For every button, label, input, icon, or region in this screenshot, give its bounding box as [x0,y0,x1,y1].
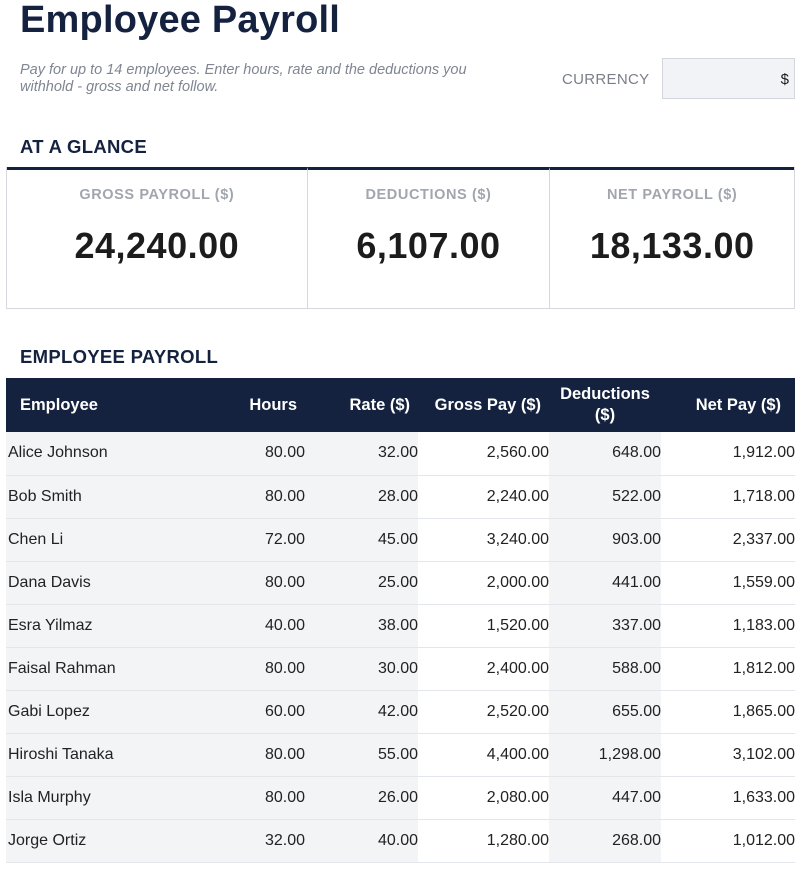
table-header-row: Employee Hours Rate ($) Gross Pay ($) De… [6,378,795,432]
cell-hours[interactable]: 72.00 [216,518,305,562]
payroll-table: Employee Hours Rate ($) Gross Pay ($) De… [6,378,795,863]
employee-payroll-heading: EMPLOYEE PAYROLL [20,346,219,367]
page-title: Employee Payroll [20,0,341,41]
cell-hours[interactable]: 80.00 [216,733,305,777]
cell-rate[interactable]: 55.00 [305,733,418,777]
column-header-employee: Employee [6,378,216,432]
table-row: Faisal Rahman 80.00 30.00 2,400.00 588.00 1,8… [6,647,795,691]
cell-rate[interactable]: 42.00 [305,690,418,734]
cell-rate[interactable]: 26.00 [305,776,418,820]
cell-deductions[interactable]: 522.00 [549,475,661,519]
currency-value: $ [780,71,789,88]
cell-rate[interactable]: 38.00 [305,604,418,648]
cell-rate[interactable]: 30.00 [305,647,418,691]
cell-deductions[interactable]: 1,298.00 [549,733,661,777]
cell-employee[interactable]: Gabi Lopez [6,690,216,734]
cell-net-pay: 1,559.00 [661,561,795,605]
kpi-label: DEDUCTIONS ($) [365,187,492,203]
cell-net-pay: 2,337.00 [661,518,795,562]
kpi-value: 6,107.00 [356,225,501,266]
cell-employee[interactable]: Isla Murphy [6,776,216,820]
cell-gross-pay: 1,520.00 [418,604,549,648]
cell-deductions[interactable]: 268.00 [549,819,661,863]
cell-net-pay: 1,912.00 [661,432,795,476]
table-row: Alice Johnson 80.00 32.00 2,560.00 648.00 1,9… [6,432,795,476]
cell-deductions[interactable]: 655.00 [549,690,661,734]
cell-gross-pay: 2,000.00 [418,561,549,605]
cell-deductions[interactable]: 337.00 [549,604,661,648]
table-row: Hiroshi Tanaka 80.00 55.00 4,400.00 1,298.00… [6,733,795,777]
cell-gross-pay: 2,560.00 [418,432,549,476]
kpi-value: 24,240.00 [74,225,240,266]
payroll-table-body: Alice Johnson 80.00 32.00 2,560.00 648.00 1,9… [6,432,795,863]
table-row: Jorge Ortiz 32.00 40.00 1,280.00 268.00 1,012… [6,819,795,863]
at-a-glance-heading: AT A GLANCE [20,136,147,157]
cell-rate[interactable]: 40.00 [305,819,418,863]
cell-employee[interactable]: Esra Yilmaz [6,604,216,648]
cell-gross-pay: 2,520.00 [418,690,549,734]
kpi-row: GROSS PAYROLL ($) 24,240.00 DEDUCTIONS (… [6,167,795,309]
cell-gross-pay: 3,240.00 [418,518,549,562]
cell-hours[interactable]: 80.00 [216,475,305,519]
page-subtitle: Pay for up to 14 employees. Enter hours,… [20,62,467,95]
cell-hours[interactable]: 80.00 [216,561,305,605]
cell-rate[interactable]: 25.00 [305,561,418,605]
cell-employee[interactable]: Jorge Ortiz [6,819,216,863]
cell-employee[interactable]: Hiroshi Tanaka [6,733,216,777]
cell-rate[interactable]: 45.00 [305,518,418,562]
cell-deductions[interactable]: 447.00 [549,776,661,820]
table-row: Gabi Lopez 60.00 42.00 2,520.00 655.00 1,865.… [6,690,795,734]
table-row: Dana Davis 80.00 25.00 2,000.00 441.00 1,559.… [6,561,795,605]
cell-deductions[interactable]: 903.00 [549,518,661,562]
kpi-label: GROSS PAYROLL ($) [79,187,235,203]
cell-gross-pay: 2,080.00 [418,776,549,820]
column-header-net-pay: Net Pay ($) [661,378,795,432]
cell-employee[interactable]: Faisal Rahman [6,647,216,691]
cell-employee[interactable]: Chen Li [6,518,216,562]
cell-net-pay: 1,865.00 [661,690,795,734]
cell-gross-pay: 2,240.00 [418,475,549,519]
kpi-net-payroll: NET PAYROLL ($) 18,133.00 [549,167,794,308]
column-header-deductions: Deductions ($) [549,378,661,432]
cell-net-pay: 1,012.00 [661,819,795,863]
cell-deductions[interactable]: 648.00 [549,432,661,476]
cell-gross-pay: 4,400.00 [418,733,549,777]
table-row: Isla Murphy 80.00 26.00 2,080.00 447.00 1,633… [6,776,795,820]
column-header-hours: Hours [216,378,305,432]
cell-deductions[interactable]: 441.00 [549,561,661,605]
cell-gross-pay: 1,280.00 [418,819,549,863]
cell-hours[interactable]: 80.00 [216,647,305,691]
cell-gross-pay: 2,400.00 [418,647,549,691]
cell-rate[interactable]: 32.00 [305,432,418,476]
cell-rate[interactable]: 28.00 [305,475,418,519]
kpi-gross-payroll: GROSS PAYROLL ($) 24,240.00 [7,167,307,308]
kpi-value: 18,133.00 [589,225,755,266]
kpi-deductions: DEDUCTIONS ($) 6,107.00 [306,167,550,308]
cell-hours[interactable]: 40.00 [216,604,305,648]
cell-employee[interactable]: Alice Johnson [6,432,216,476]
column-header-rate: Rate ($) [305,378,418,432]
cell-net-pay: 1,718.00 [661,475,795,519]
currency-label: CURRENCY [562,71,650,88]
cell-net-pay: 1,812.00 [661,647,795,691]
currency-input[interactable]: $ [662,58,795,99]
cell-hours[interactable]: 80.00 [216,776,305,820]
cell-deductions[interactable]: 588.00 [549,647,661,691]
table-row: Chen Li 72.00 45.00 3,240.00 903.00 2,337.00 [6,518,795,562]
cell-net-pay: 1,183.00 [661,604,795,648]
cell-hours[interactable]: 32.00 [216,819,305,863]
cell-hours[interactable]: 60.00 [216,690,305,734]
column-header-gross-pay: Gross Pay ($) [418,378,549,432]
table-row: Esra Yilmaz 40.00 38.00 1,520.00 337.00 1,183… [6,604,795,648]
cell-hours[interactable]: 80.00 [216,432,305,476]
cell-net-pay: 3,102.00 [661,733,795,777]
cell-employee[interactable]: Bob Smith [6,475,216,519]
cell-net-pay: 1,633.00 [661,776,795,820]
table-row: Bob Smith 80.00 28.00 2,240.00 522.00 1,718.0… [6,475,795,519]
kpi-label: NET PAYROLL ($) [606,187,738,203]
cell-employee[interactable]: Dana Davis [6,561,216,605]
